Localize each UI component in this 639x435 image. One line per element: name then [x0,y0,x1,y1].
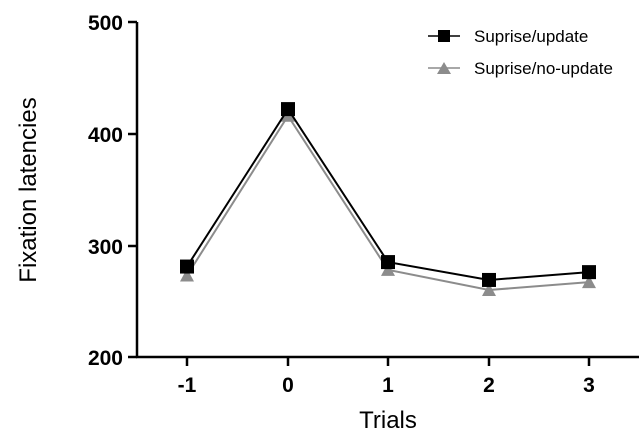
series-layer [180,102,596,296]
data-point-triangle-marker [180,268,194,282]
data-point-triangle-marker [582,275,596,289]
data-point-square-marker [482,272,496,287]
data-point-triangle-marker [381,262,395,276]
data-point-square-marker [582,265,596,280]
legend-triangle-marker-icon [437,62,451,74]
x-tick-label: 2 [483,374,495,397]
y-tick-label: 400 [88,124,123,147]
data-point-square-marker [180,259,194,274]
x-tick-label: 1 [382,374,394,397]
legend-square-marker-icon [438,30,450,42]
legend-label-update: Suprise/update [474,27,588,46]
y-axis-title: Fixation latencies [15,97,42,282]
x-tick-label: 3 [583,374,595,397]
legend: Suprise/update Suprise/no-update [428,27,613,78]
x-tick-label: -1 [178,374,197,397]
data-point-square-marker [281,102,295,117]
x-tick-label: 0 [282,374,294,397]
data-point-square-marker [381,255,395,270]
y-tick-label: 200 [88,347,123,370]
series-line-update [186,107,590,281]
x-tick-group: -1 0 1 2 3 [178,357,595,397]
x-axis-title: Trials [359,407,417,434]
y-tick-group: 500 400 300 200 [88,12,137,370]
y-tick-label: 500 [88,12,123,35]
legend-label-no-update: Suprise/no-update [474,59,613,78]
data-point-triangle-marker [482,283,496,296]
y-tick-label: 300 [88,236,123,259]
